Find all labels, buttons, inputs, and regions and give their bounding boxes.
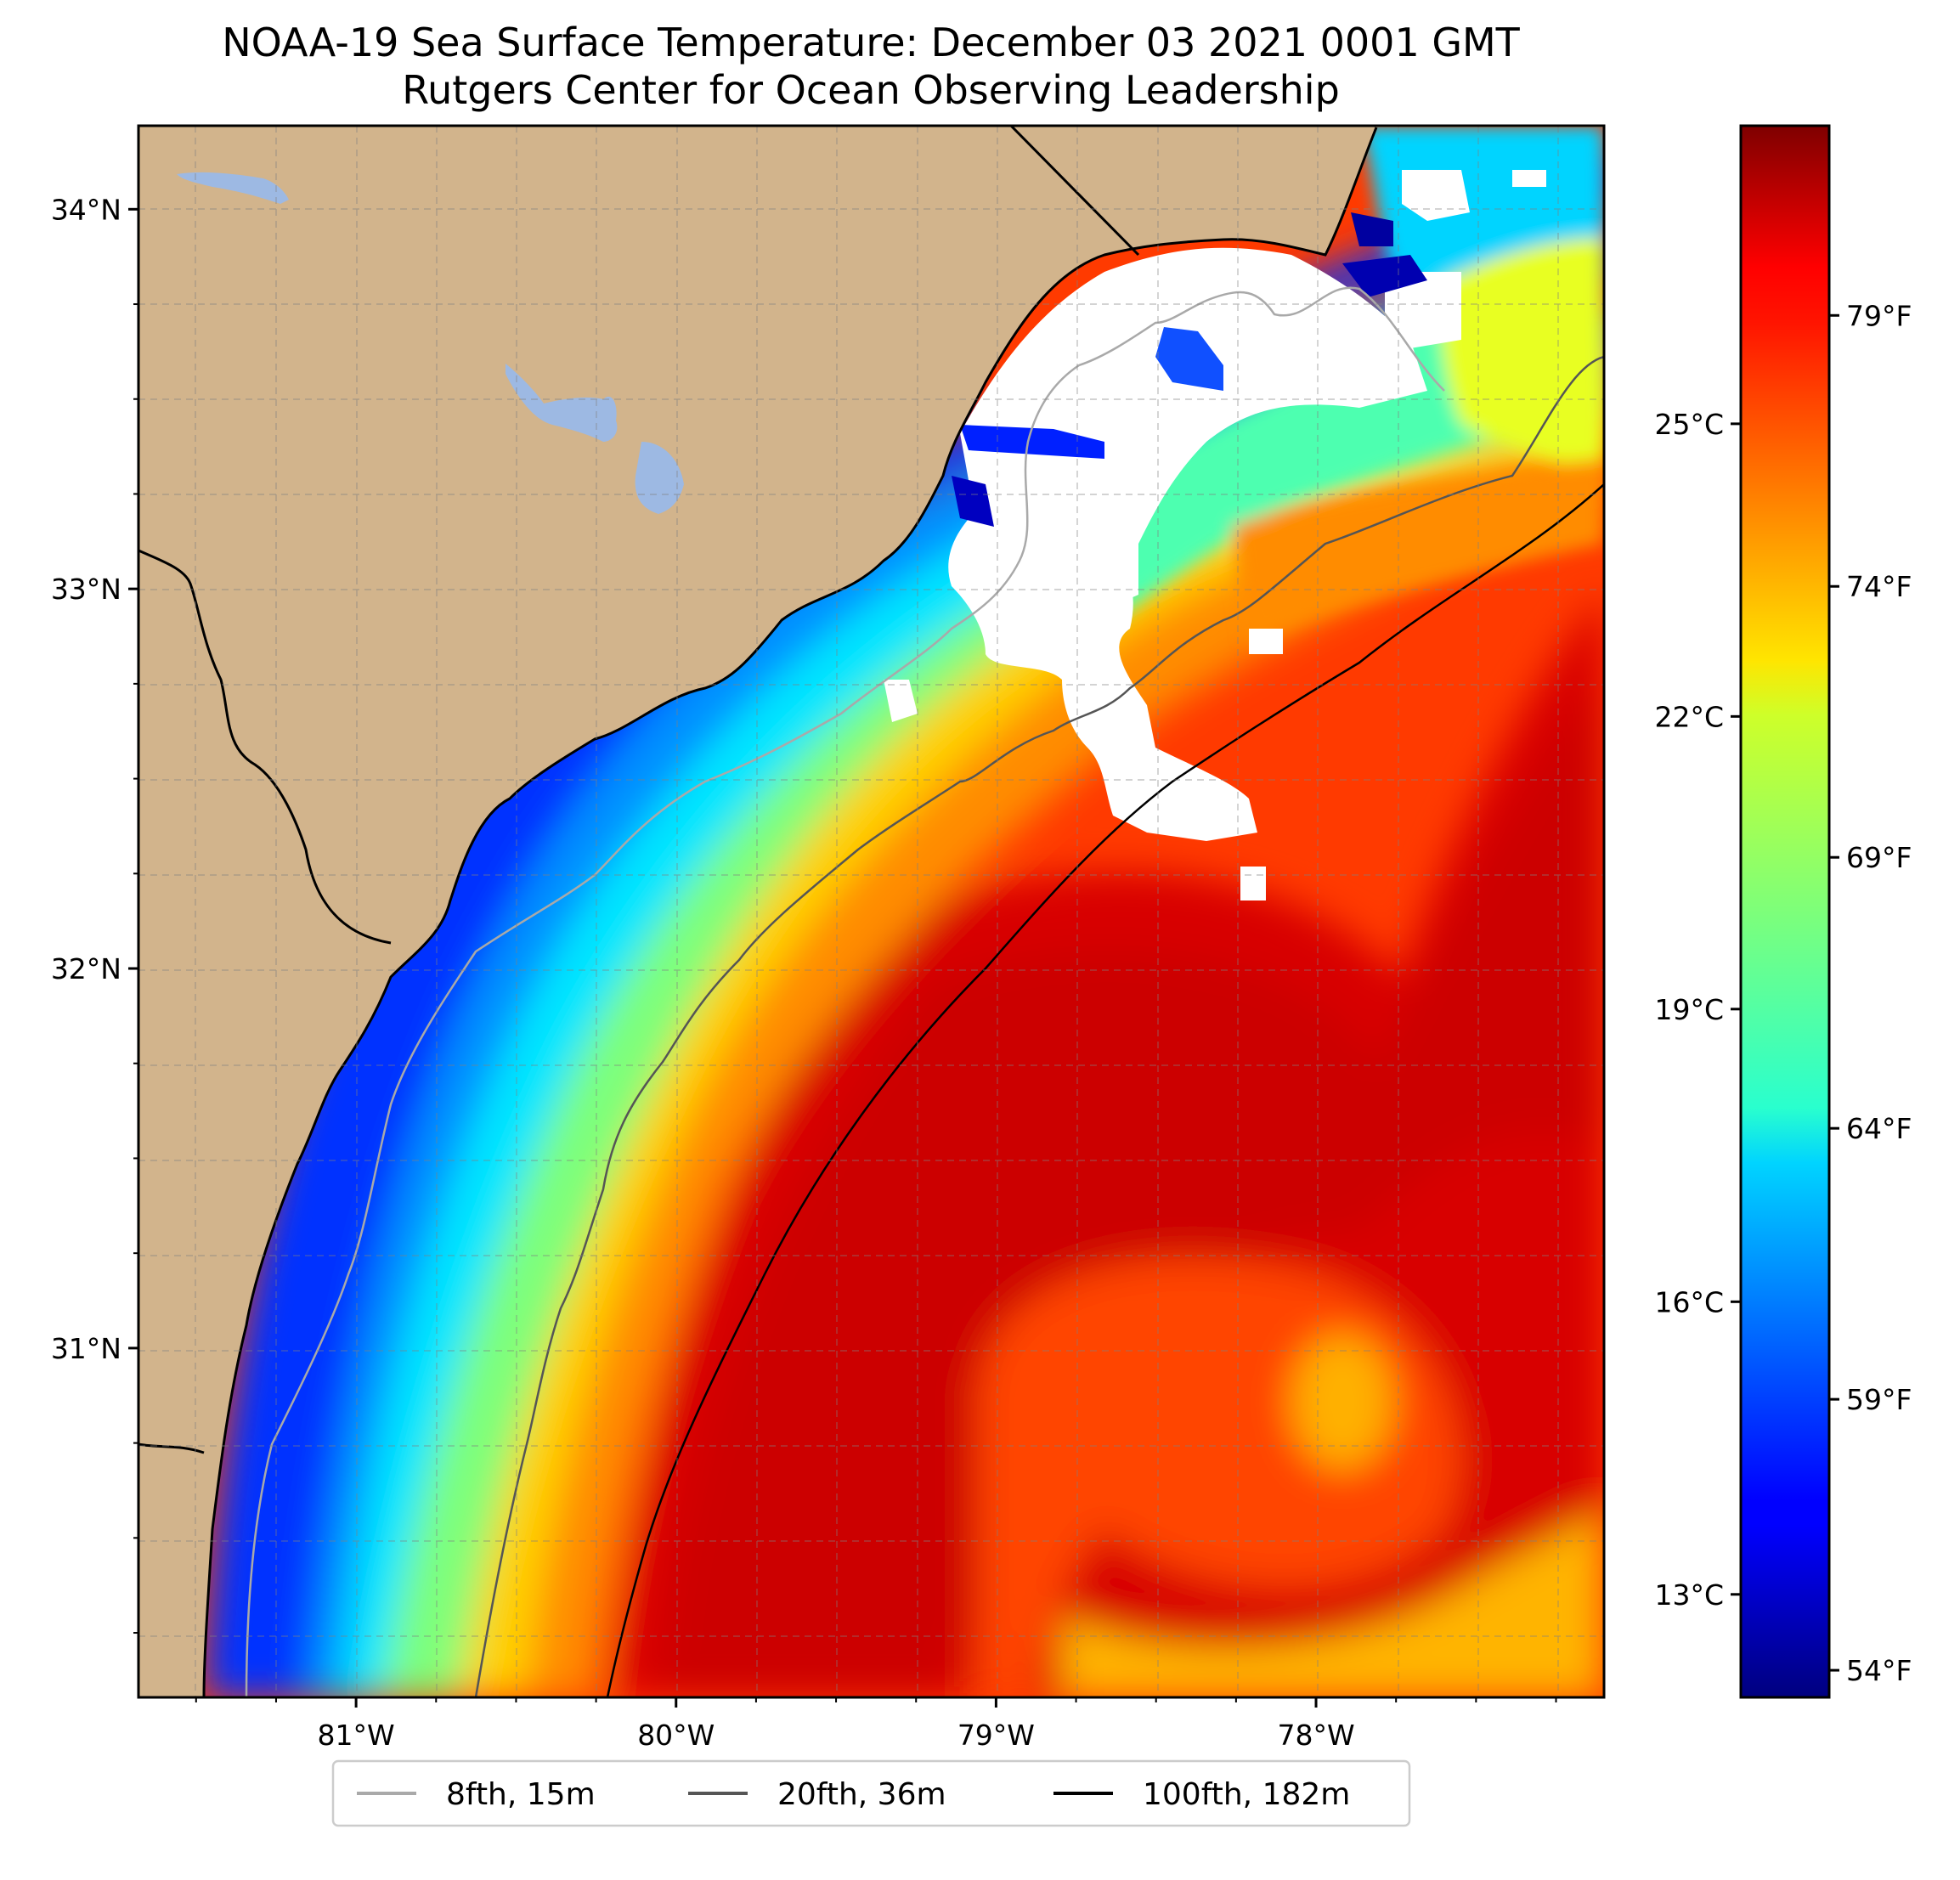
- cloud-small-1: [1240, 867, 1266, 900]
- cbar-f-label-5: 54°F: [1846, 1654, 1912, 1687]
- lat-tick-label-1: 33°N: [51, 573, 121, 606]
- cold-pocket-2: [1155, 327, 1223, 391]
- cold-pocket-3: [1342, 255, 1427, 297]
- gulf-stream-inner: [663, 680, 1604, 1697]
- colorbar: [1739, 124, 1831, 1699]
- lat-tick-label-0: 34°N: [51, 193, 121, 226]
- cloud-east-2: [1385, 272, 1461, 348]
- cloud-north: [960, 247, 1427, 602]
- lat-tick-label-3: 31°N: [51, 1332, 121, 1365]
- shelf-cyan: [272, 306, 1604, 1697]
- cloud-east-1: [1402, 170, 1470, 221]
- lon-tick-label-3: 78°W: [1277, 1719, 1354, 1752]
- coastline: [202, 127, 1378, 1697]
- lat-tick-label-2: 32°N: [51, 952, 121, 985]
- minor-ticks: [133, 208, 1557, 1702]
- map-frame: [137, 124, 1606, 1699]
- map-area: [138, 126, 1604, 1697]
- legend-box: [331, 1759, 1411, 1827]
- cold-pocket-1: [960, 425, 1104, 459]
- eddy-center: [1291, 1334, 1393, 1470]
- ne-orange: [1232, 459, 1604, 646]
- cbar-f-label-1: 74°F: [1846, 570, 1912, 603]
- title-line-2: Rutgers Center for Ocean Observing Leade…: [402, 67, 1340, 113]
- ne-yellow: [1441, 238, 1604, 476]
- ga-fl-border: [138, 1442, 205, 1454]
- sc-nc-border: [1009, 126, 1140, 257]
- cbar-f-label-0: 79°F: [1846, 299, 1912, 332]
- cloud-mask: [884, 170, 1546, 900]
- cold-pocket-5: [952, 476, 994, 527]
- eddy-ring: [1062, 1512, 1604, 1697]
- legend-label-0: 8fth, 15m: [446, 1777, 596, 1812]
- isobath-182m: [606, 483, 1604, 1697]
- eddy-warm: [977, 1258, 1604, 1697]
- cloud-small-3: [1249, 629, 1283, 654]
- cbar-c-label-2: 19°C: [1654, 993, 1724, 1026]
- cbar-c-label-0: 25°C: [1654, 408, 1724, 441]
- cbar-f-label-3: 64°F: [1846, 1112, 1912, 1145]
- lon-tick-label-0: 81°W: [318, 1719, 395, 1752]
- longitude-axis: 81°W 80°W 79°W 78°W: [318, 1697, 1355, 1752]
- land-west: [138, 126, 1604, 1697]
- lon-tick-label-2: 79°W: [957, 1719, 1035, 1752]
- cbar-c-label-1: 22°C: [1654, 700, 1724, 733]
- lake-marion: [506, 364, 618, 442]
- cbar-c-label-3: 16°C: [1654, 1285, 1724, 1318]
- colorbar-fahrenheit-ticks: 79°F 74°F 69°F 64°F 59°F 54°F: [1829, 299, 1912, 1687]
- isobath-15m: [245, 286, 1445, 1697]
- legend: 8fth, 15m 20fth, 36m 100fth, 182m: [331, 1759, 1411, 1827]
- gridlines: [138, 126, 1604, 1697]
- sc-ga-border: [138, 549, 392, 945]
- legend-items: 8fth, 15m 20fth, 36m 100fth, 182m: [357, 1777, 1350, 1812]
- lake-north: [177, 172, 289, 204]
- legend-label-1: 20fth, 36m: [777, 1777, 946, 1812]
- cbar-c-label-4: 13°C: [1654, 1578, 1724, 1612]
- isobath-36m: [474, 355, 1604, 1697]
- cbar-f-label-2: 69°F: [1846, 841, 1912, 874]
- legend-label-2: 100fth, 182m: [1143, 1777, 1350, 1812]
- cloud-small-2: [884, 680, 918, 722]
- state-boundaries: [138, 126, 1140, 1454]
- latitude-axis: 34°N 33°N 32°N 31°N: [51, 193, 138, 1365]
- lon-tick-label-1: 80°W: [637, 1719, 715, 1752]
- cloud-east-3: [1512, 170, 1546, 187]
- colorbar-celsius-ticks: 25°C 22°C 19°C 16°C 13°C: [1654, 408, 1741, 1612]
- title-line-1: NOAA-19 Sea Surface Temperature: Decembe…: [222, 20, 1520, 65]
- cold-pocket-4: [1351, 212, 1393, 246]
- cloud-central: [948, 510, 1257, 841]
- cbar-f-label-4: 59°F: [1846, 1383, 1912, 1416]
- lake-moultrie: [635, 442, 684, 514]
